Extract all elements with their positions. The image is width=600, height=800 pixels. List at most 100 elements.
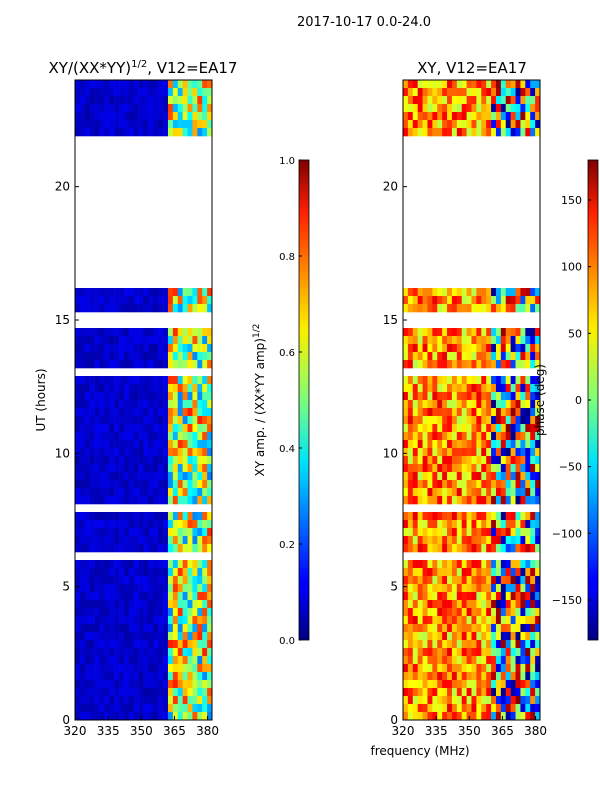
heatmap-cell	[187, 624, 193, 633]
heatmap-cell	[153, 488, 159, 497]
heatmap-cell	[202, 288, 208, 297]
heatmap-cell	[109, 128, 115, 137]
heatmap-cell	[163, 576, 169, 585]
heatmap-cell	[456, 648, 463, 657]
heatmap-cell	[104, 464, 110, 473]
heatmap-cell	[510, 520, 516, 529]
heatmap-cell	[138, 440, 144, 449]
heatmap-cell	[172, 424, 179, 433]
heatmap-cell	[417, 120, 423, 129]
heatmap-cell	[447, 432, 453, 441]
heatmap-cell	[128, 592, 135, 601]
heatmap-cell	[432, 680, 438, 689]
heatmap-cell	[104, 288, 110, 297]
heatmap-cell	[530, 624, 536, 633]
heatmap-cell	[447, 104, 453, 113]
heatmap-cell	[163, 584, 169, 593]
heatmap-cell	[447, 120, 453, 129]
heatmap-cell	[119, 96, 125, 105]
heatmap-cell	[403, 632, 409, 641]
heatmap-cell	[466, 496, 472, 505]
heatmap-cell	[530, 112, 536, 121]
heatmap-cell	[128, 400, 135, 409]
heatmap-cell	[437, 640, 443, 649]
heatmap-cell	[505, 336, 511, 345]
heatmap-cell	[403, 88, 409, 97]
heatmap-cell	[495, 376, 502, 385]
heatmap-cell	[182, 496, 188, 505]
heatmap-cell	[407, 512, 414, 521]
heatmap-cell	[79, 688, 86, 697]
heatmap-cell	[104, 520, 110, 529]
heatmap-cell	[187, 664, 193, 673]
heatmap-cell	[99, 640, 105, 649]
heatmap-cell	[123, 128, 130, 137]
heatmap-cell	[192, 344, 198, 353]
heatmap-cell	[148, 464, 154, 473]
heatmap-cell	[138, 680, 144, 689]
heatmap-cell	[417, 304, 423, 313]
heatmap-cell	[128, 496, 135, 505]
heatmap-cell	[89, 512, 95, 521]
heatmap-cell	[476, 592, 482, 601]
heatmap-cell	[535, 696, 541, 705]
heatmap-cell	[461, 496, 467, 505]
heatmap-cell	[202, 680, 208, 689]
heatmap-cell	[163, 304, 169, 313]
heatmap-cell	[167, 592, 174, 601]
heatmap-cell	[148, 656, 154, 665]
heatmap-cell	[432, 520, 438, 529]
heatmap-cell	[442, 576, 448, 585]
heatmap-cell	[432, 104, 438, 113]
heatmap-cell	[94, 384, 100, 393]
heatmap-cell	[412, 464, 418, 473]
heatmap-cell	[510, 624, 516, 633]
heatmap-cell	[437, 88, 443, 97]
heatmap-cell	[138, 352, 144, 361]
heatmap-cell	[456, 384, 463, 393]
heatmap-cell	[427, 128, 433, 137]
heatmap-cell	[437, 344, 443, 353]
heatmap-cell	[94, 608, 100, 617]
heatmap-cell	[177, 688, 183, 697]
heatmap-cell	[94, 680, 100, 689]
heatmap-cell	[486, 544, 492, 553]
heatmap-cell	[138, 616, 144, 625]
heatmap-cell	[486, 408, 492, 417]
heatmap-cell	[442, 360, 448, 369]
heatmap-cell	[456, 352, 463, 361]
heatmap-cell	[407, 376, 414, 385]
heatmap-cell	[123, 584, 130, 593]
heatmap-cell	[197, 528, 203, 537]
heatmap-cell	[99, 288, 105, 297]
heatmap-cell	[530, 528, 536, 537]
heatmap-cell	[491, 456, 497, 465]
heatmap-cell	[491, 672, 497, 681]
heatmap-cell	[207, 88, 213, 97]
heatmap-cell	[422, 360, 428, 369]
heatmap-cell	[207, 296, 213, 305]
heatmap-cell	[84, 712, 90, 721]
heatmap-cell	[451, 688, 458, 697]
heatmap-cell	[407, 424, 414, 433]
heatmap-cell	[187, 360, 193, 369]
heatmap-cell	[486, 344, 492, 353]
heatmap-cell	[177, 408, 183, 417]
heatmap-cell	[84, 640, 90, 649]
heatmap-cell	[192, 648, 198, 657]
heatmap-cell	[138, 472, 144, 481]
heatmap-cell	[525, 448, 531, 457]
heatmap-cell	[197, 680, 203, 689]
heatmap-cell	[427, 352, 433, 361]
heatmap-cell	[84, 488, 90, 497]
heatmap-cell	[535, 288, 541, 297]
heatmap-cell	[481, 640, 487, 649]
heatmap-cell	[187, 680, 193, 689]
heatmap-cell	[510, 640, 516, 649]
heatmap-cell	[109, 472, 115, 481]
heatmap-cell	[432, 288, 438, 297]
heatmap-cell	[500, 296, 507, 305]
heatmap-cell	[447, 656, 453, 665]
heatmap-cell	[84, 424, 90, 433]
